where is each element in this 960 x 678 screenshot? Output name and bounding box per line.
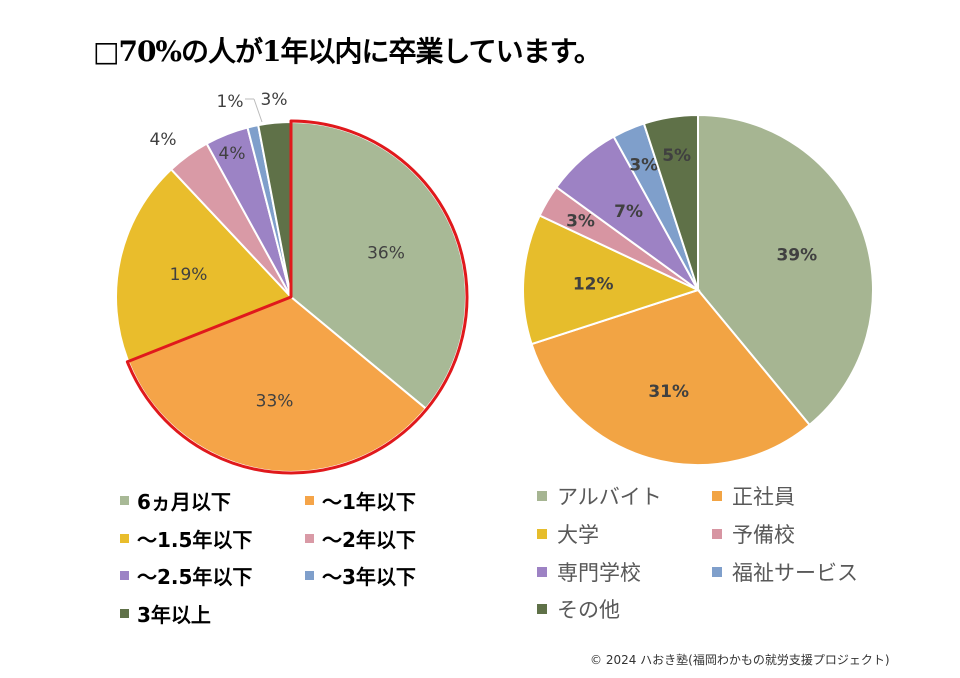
legend-label: 〜3年以下: [322, 565, 416, 589]
legend-label: 大学: [557, 523, 599, 547]
left-legend-item: 〜2年以下: [305, 524, 416, 553]
legend-label: 〜1.5年以下: [137, 528, 253, 552]
right-slice-0: [697, 113, 874, 427]
right-data-label-0: 39%: [776, 245, 817, 265]
right-legend-item: 大学: [537, 519, 599, 549]
legend-swatch: [120, 534, 129, 543]
legend-swatch: [712, 529, 722, 539]
legend-swatch: [305, 496, 314, 505]
legend-label: 〜1年以下: [322, 490, 416, 514]
legend-swatch: [537, 529, 547, 539]
legend-label: その他: [557, 598, 620, 622]
legend-swatch: [120, 609, 129, 618]
left-data-label-1: 33%: [256, 392, 294, 412]
legend-label: 専門学校: [557, 561, 641, 585]
legend-swatch: [120, 496, 129, 505]
right-data-label-1: 31%: [648, 382, 689, 402]
right-data-label-4: 7%: [614, 202, 643, 222]
right-legend-item: 予備校: [712, 519, 795, 549]
legend-swatch: [120, 571, 129, 580]
highlight-outline: [125, 119, 469, 475]
legend-swatch: [537, 567, 547, 577]
legend-label: 6ヵ月以下: [137, 490, 231, 514]
right-slice-6: [642, 113, 699, 291]
right-legend-item: 正社員: [712, 481, 795, 511]
legend-swatch: [712, 567, 722, 577]
left-data-label-0: 36%: [367, 243, 405, 263]
right-legend-item: その他: [537, 594, 620, 624]
left-legend-item: 3年以上: [120, 599, 211, 628]
right-legend-item: アルバイト: [537, 481, 662, 511]
right-data-label-6: 5%: [662, 146, 691, 166]
chart-title: □70%の人が1年以内に卒業しています。: [93, 35, 602, 68]
left-data-label-2: 19%: [170, 265, 208, 285]
legend-swatch: [305, 534, 314, 543]
left-legend-item: 〜3年以下: [305, 561, 416, 590]
right-slice-1: [530, 288, 811, 466]
legend-swatch: [537, 604, 547, 614]
legend-label: 福祉サービス: [732, 561, 858, 585]
right-data-label-5: 3%: [629, 156, 658, 176]
left-legend-item: 〜2.5年以下: [120, 561, 252, 590]
left-legend-item: 〜1.5年以下: [120, 524, 252, 553]
left-data-label-3: 4%: [150, 130, 177, 150]
legend-label: アルバイト: [557, 485, 662, 509]
legend-label: 〜2年以下: [322, 528, 416, 552]
left-data-label-5: 1%: [217, 92, 244, 112]
copyright-footer: © 2024 ハおき塾(福岡わかもの就労支援プロジェクト): [590, 653, 890, 667]
right-data-label-3: 3%: [566, 212, 595, 232]
left-data-label-4: 4%: [219, 144, 246, 164]
right-legend-item: 福祉サービス: [712, 557, 858, 587]
legend-swatch: [305, 571, 314, 580]
right-pie: 39%31%12%3% 7%3% 5%: [522, 113, 874, 466]
right-data-label-2: 12%: [573, 274, 614, 294]
legend-label: 〜2.5年以下: [137, 565, 253, 589]
left-pie: 36% 33% 19% 4% 4% 1% 3%: [115, 90, 469, 475]
legend-label: 3年以上: [137, 603, 211, 627]
left-legend-item: 6ヵ月以下: [120, 486, 231, 515]
right-legend-item: 専門学校: [537, 557, 641, 587]
left-data-label-6: 3%: [261, 90, 288, 110]
right-slice-2: [522, 214, 701, 346]
left-legend-item: 〜1年以下: [305, 486, 416, 515]
leader-line: [253, 98, 263, 123]
legend-swatch: [712, 491, 722, 501]
legend-label: 正社員: [732, 485, 795, 509]
legend-label: 予備校: [732, 523, 795, 547]
legend-swatch: [537, 491, 547, 501]
